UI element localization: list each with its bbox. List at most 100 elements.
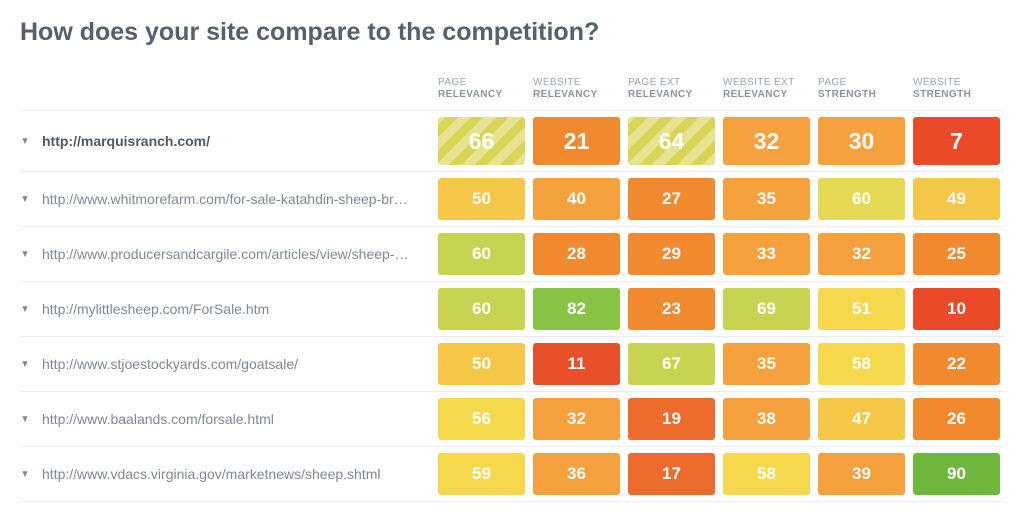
score-badge: 25 <box>913 233 1000 275</box>
score-value: 60 <box>472 244 491 264</box>
chevron-down-icon: ▼ <box>20 249 29 260</box>
chevron-down-icon: ▼ <box>20 194 29 205</box>
score-badge: 29 <box>628 233 715 275</box>
score-cell: 60 <box>814 178 909 220</box>
column-header-top: WEBSITE <box>533 77 620 89</box>
score-badge: 59 <box>438 453 525 495</box>
score-value: 50 <box>472 189 491 209</box>
score-value: 47 <box>852 409 871 429</box>
expand-toggle[interactable]: ▼ <box>20 249 42 260</box>
score-cell: 32 <box>814 233 909 275</box>
score-value: 30 <box>849 128 875 155</box>
score-badge: 58 <box>723 453 810 495</box>
score-value: 35 <box>757 354 776 374</box>
score-value: 49 <box>947 189 966 209</box>
score-cell: 90 <box>909 453 1004 495</box>
score-value: 26 <box>947 409 966 429</box>
score-cell: 59 <box>434 453 529 495</box>
score-cell: 32 <box>529 398 624 440</box>
table-row: ▼http://marquisranch.com/66216432307 <box>20 111 1004 172</box>
expand-toggle[interactable]: ▼ <box>20 136 42 147</box>
score-value: 38 <box>757 409 776 429</box>
score-cell: 7 <box>909 117 1004 165</box>
score-value: 32 <box>852 244 871 264</box>
score-cell: 30 <box>814 117 909 165</box>
chevron-down-icon: ▼ <box>20 304 29 315</box>
score-value: 50 <box>472 354 491 374</box>
column-header[interactable]: WEBSITE EXTRELEVANCY <box>719 77 814 100</box>
score-cell: 35 <box>719 178 814 220</box>
score-value: 27 <box>662 189 681 209</box>
url-cell[interactable]: http://www.whitmorefarm.com/for-sale-kat… <box>42 191 434 207</box>
score-badge: 60 <box>818 178 905 220</box>
score-cell: 25 <box>909 233 1004 275</box>
url-text: http://mylittlesheep.com/ForSale.htm <box>42 301 422 317</box>
url-cell[interactable]: http://www.vdacs.virginia.gov/marketnews… <box>42 466 434 482</box>
score-cell: 10 <box>909 288 1004 330</box>
score-badge: 26 <box>913 398 1000 440</box>
score-cell: 67 <box>624 343 719 385</box>
url-text: http://www.vdacs.virginia.gov/marketnews… <box>42 466 422 482</box>
score-cell: 11 <box>529 343 624 385</box>
score-cell: 27 <box>624 178 719 220</box>
expand-toggle[interactable]: ▼ <box>20 359 42 370</box>
url-text: http://www.stjoestockyards.com/goatsale/ <box>42 356 422 372</box>
score-badge: 11 <box>533 343 620 385</box>
chevron-down-icon: ▼ <box>20 136 29 147</box>
column-header-bottom: RELEVANCY <box>438 89 525 101</box>
score-value: 7 <box>950 128 963 155</box>
score-value: 60 <box>852 189 871 209</box>
score-cell: 40 <box>529 178 624 220</box>
column-header[interactable]: PAGERELEVANCY <box>434 77 529 100</box>
score-value: 11 <box>568 354 586 374</box>
score-badge: 28 <box>533 233 620 275</box>
score-cell: 35 <box>719 343 814 385</box>
url-cell[interactable]: http://marquisranch.com/ <box>42 133 434 149</box>
score-badge: 56 <box>438 398 525 440</box>
url-text: http://marquisranch.com/ <box>42 133 422 149</box>
score-value: 35 <box>757 189 776 209</box>
score-value: 19 <box>662 409 681 429</box>
score-cell: 26 <box>909 398 1004 440</box>
score-badge: 32 <box>818 233 905 275</box>
url-text: http://www.baalands.com/forsale.html <box>42 411 422 427</box>
column-header[interactable]: WEBSITESTRENGTH <box>909 77 1004 100</box>
table-row: ▼http://www.stjoestockyards.com/goatsale… <box>20 337 1004 392</box>
score-cell: 29 <box>624 233 719 275</box>
column-header[interactable]: WEBSITERELEVANCY <box>529 77 624 100</box>
expand-toggle[interactable]: ▼ <box>20 469 42 480</box>
score-badge: 60 <box>438 288 525 330</box>
column-header[interactable]: PAGE EXTRELEVANCY <box>624 77 719 100</box>
table-header-row: PAGERELEVANCYWEBSITERELEVANCYPAGE EXTREL… <box>20 71 1004 111</box>
score-badge: 30 <box>818 117 905 165</box>
score-badge: 50 <box>438 178 525 220</box>
table-row: ▼http://www.vdacs.virginia.gov/marketnew… <box>20 447 1004 502</box>
score-badge: 19 <box>628 398 715 440</box>
url-cell[interactable]: http://www.stjoestockyards.com/goatsale/ <box>42 356 434 372</box>
score-value: 82 <box>567 299 586 319</box>
table-row: ▼ http://www.producersandcargile.com/arti… <box>20 227 1004 282</box>
score-value: 69 <box>757 299 776 319</box>
column-header-bottom: STRENGTH <box>913 89 1000 101</box>
score-value: 22 <box>947 354 966 374</box>
expand-toggle[interactable]: ▼ <box>20 304 42 315</box>
expand-toggle[interactable]: ▼ <box>20 194 42 205</box>
url-cell[interactable]: http://mylittlesheep.com/ForSale.htm <box>42 301 434 317</box>
score-value: 10 <box>947 299 966 319</box>
url-text: http://www.whitmorefarm.com/for-sale-kat… <box>42 191 422 207</box>
column-header-bottom: RELEVANCY <box>628 89 715 101</box>
url-cell[interactable]: http://www.baalands.com/forsale.html <box>42 411 434 427</box>
score-value: 51 <box>852 299 871 319</box>
column-header-bottom: RELEVANCY <box>723 89 810 101</box>
score-value: 28 <box>567 244 586 264</box>
page-title: How does your site compare to the compet… <box>20 18 1004 47</box>
score-value: 60 <box>472 299 491 319</box>
score-cell: 22 <box>909 343 1004 385</box>
score-badge: 23 <box>628 288 715 330</box>
expand-toggle[interactable]: ▼ <box>20 414 42 425</box>
column-header[interactable]: PAGESTRENGTH <box>814 77 909 100</box>
score-cell: 21 <box>529 117 624 165</box>
column-header-top: WEBSITE <box>913 77 1000 89</box>
score-cell: 69 <box>719 288 814 330</box>
url-cell[interactable]: http://www.producersandcargile.com/artic… <box>42 246 434 262</box>
